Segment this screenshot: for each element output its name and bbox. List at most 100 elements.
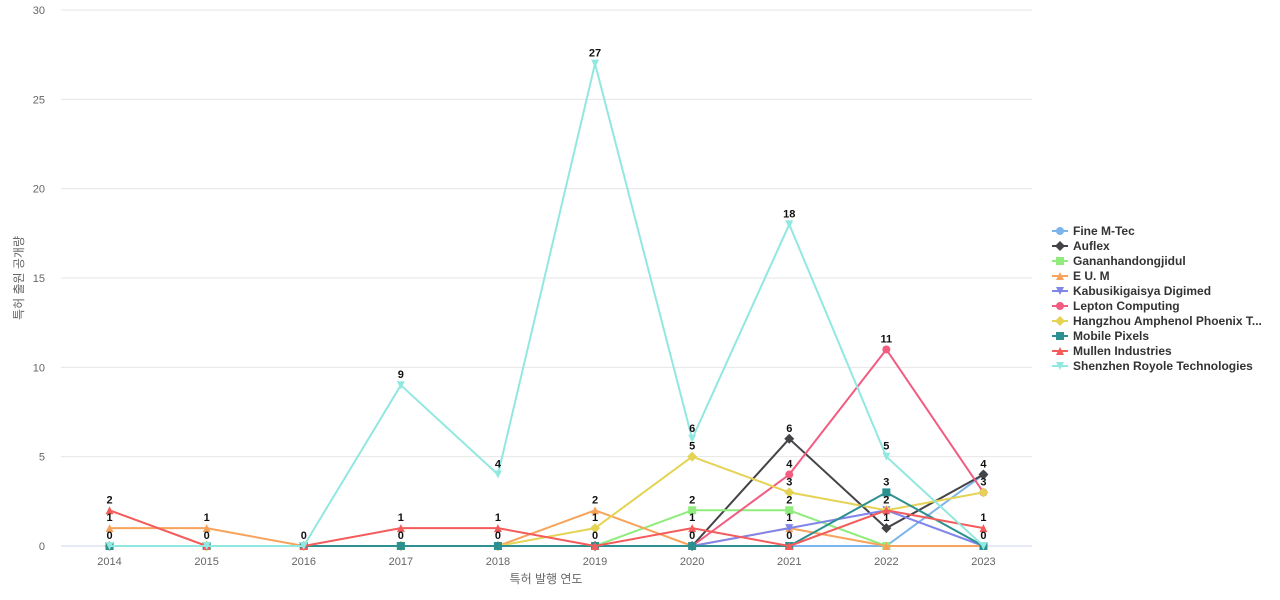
data-label: 6 <box>689 423 695 435</box>
x-tick-label: 2014 <box>97 556 121 568</box>
legend-item[interactable]: Lepton Computing <box>1052 299 1180 313</box>
data-label: 5 <box>689 441 695 453</box>
data-point <box>784 487 795 498</box>
data-point <box>688 434 697 443</box>
data-label: 0 <box>786 530 792 542</box>
data-label: 3 <box>883 476 889 488</box>
data-point <box>590 523 601 534</box>
legend-marker <box>1055 316 1065 326</box>
legend-label: Lepton Computing <box>1073 299 1180 313</box>
data-point <box>493 470 502 479</box>
legend-label: Mobile Pixels <box>1073 329 1149 343</box>
data-point <box>978 487 989 498</box>
data-point <box>396 381 405 390</box>
y-tick-label: 0 <box>39 541 45 553</box>
legend-label: Kabusikigaisya Digimed <box>1073 284 1211 298</box>
series-5 <box>105 345 988 550</box>
data-label: 1 <box>106 512 112 524</box>
data-point <box>882 506 891 515</box>
data-label: 2 <box>883 494 889 506</box>
data-label: 4 <box>980 459 987 471</box>
legend-marker <box>1056 302 1064 310</box>
data-point <box>493 542 502 550</box>
x-axis: 2014 2015 2016 2017 2018 2019 2020 2021 2022 2023 <box>97 556 995 568</box>
series-3 <box>105 506 988 550</box>
data-label: 4 <box>495 459 502 471</box>
legend-label: Gananhandongjidul <box>1073 254 1186 268</box>
legend-item[interactable]: Hangzhou Amphenol Phoenix T... <box>1052 314 1262 328</box>
data-point <box>687 451 698 462</box>
data-point <box>591 506 600 515</box>
data-point <box>591 59 600 68</box>
x-tick-label: 2016 <box>292 556 316 568</box>
x-tick-label: 2021 <box>777 556 801 568</box>
legend-label: Mullen Industries <box>1073 344 1172 358</box>
data-point <box>979 542 988 550</box>
data-label: 1 <box>398 512 404 524</box>
legend-item[interactable]: Shenzhen Royole Technologies <box>1052 359 1253 373</box>
data-point <box>396 524 405 533</box>
data-label: 4 <box>786 459 793 471</box>
x-tick-label: 2020 <box>680 556 704 568</box>
data-label: 6 <box>786 423 792 435</box>
data-label: 1 <box>980 512 986 524</box>
legend-item[interactable]: Auflex <box>1052 239 1110 253</box>
data-label: 2 <box>786 494 792 506</box>
data-point <box>881 523 892 534</box>
y-axis-title: 특허 출원 공개량 <box>12 236 26 320</box>
data-point <box>202 542 211 550</box>
data-point <box>785 524 794 533</box>
y-tick-label: 15 <box>33 273 45 285</box>
legend-item[interactable]: Fine M-Tec <box>1052 224 1135 238</box>
data-point <box>202 524 211 533</box>
data-point <box>688 506 697 515</box>
data-point <box>591 542 600 550</box>
y-axis: 0 5 10 15 20 25 30 <box>33 5 45 553</box>
series-group <box>104 59 989 551</box>
data-label: 0 <box>106 530 112 542</box>
legend-marker <box>1056 272 1064 280</box>
legend-item[interactable]: Kabusikigaisya Digimed <box>1052 284 1211 298</box>
legend-item[interactable]: Gananhandongjidul <box>1052 254 1186 268</box>
x-tick-label: 2018 <box>486 556 510 568</box>
y-tick-label: 25 <box>33 94 45 106</box>
data-label: 0 <box>398 530 404 542</box>
data-label: 2 <box>592 494 598 506</box>
x-axis-title: 특허 발행 연도 <box>510 571 583 586</box>
data-point <box>688 524 697 533</box>
data-label: 0 <box>592 530 598 542</box>
data-label: 1 <box>883 512 889 524</box>
legend-label: Shenzhen Royole Technologies <box>1073 359 1253 373</box>
legend-marker <box>1056 227 1064 235</box>
legend-item[interactable]: Mobile Pixels <box>1052 329 1149 343</box>
legend-label: E U. M <box>1073 269 1110 283</box>
y-tick-label: 30 <box>33 5 45 17</box>
data-point <box>105 506 114 515</box>
data-label: 1 <box>592 512 598 524</box>
data-point <box>785 470 794 479</box>
data-point <box>882 542 891 550</box>
data-label: 11 <box>881 333 893 345</box>
data-point <box>979 524 988 533</box>
data-label: 2 <box>689 494 695 506</box>
legend-item[interactable]: Mullen Industries <box>1052 344 1172 358</box>
data-label: 9 <box>398 369 404 381</box>
data-point <box>299 542 308 550</box>
x-tick-label: 2023 <box>971 556 995 568</box>
series-9 <box>105 59 988 550</box>
data-point <box>105 542 114 550</box>
series-line <box>109 509 984 547</box>
data-point <box>105 524 114 533</box>
x-tick-label: 2019 <box>583 556 607 568</box>
data-label: 0 <box>301 530 307 542</box>
data-point <box>785 506 794 515</box>
data-point <box>493 524 502 533</box>
data-point <box>688 542 697 550</box>
y-tick-label: 20 <box>33 184 45 196</box>
legend-item[interactable]: E U. M <box>1052 269 1110 283</box>
data-label: 3 <box>980 476 986 488</box>
data-label: 1 <box>495 512 501 524</box>
